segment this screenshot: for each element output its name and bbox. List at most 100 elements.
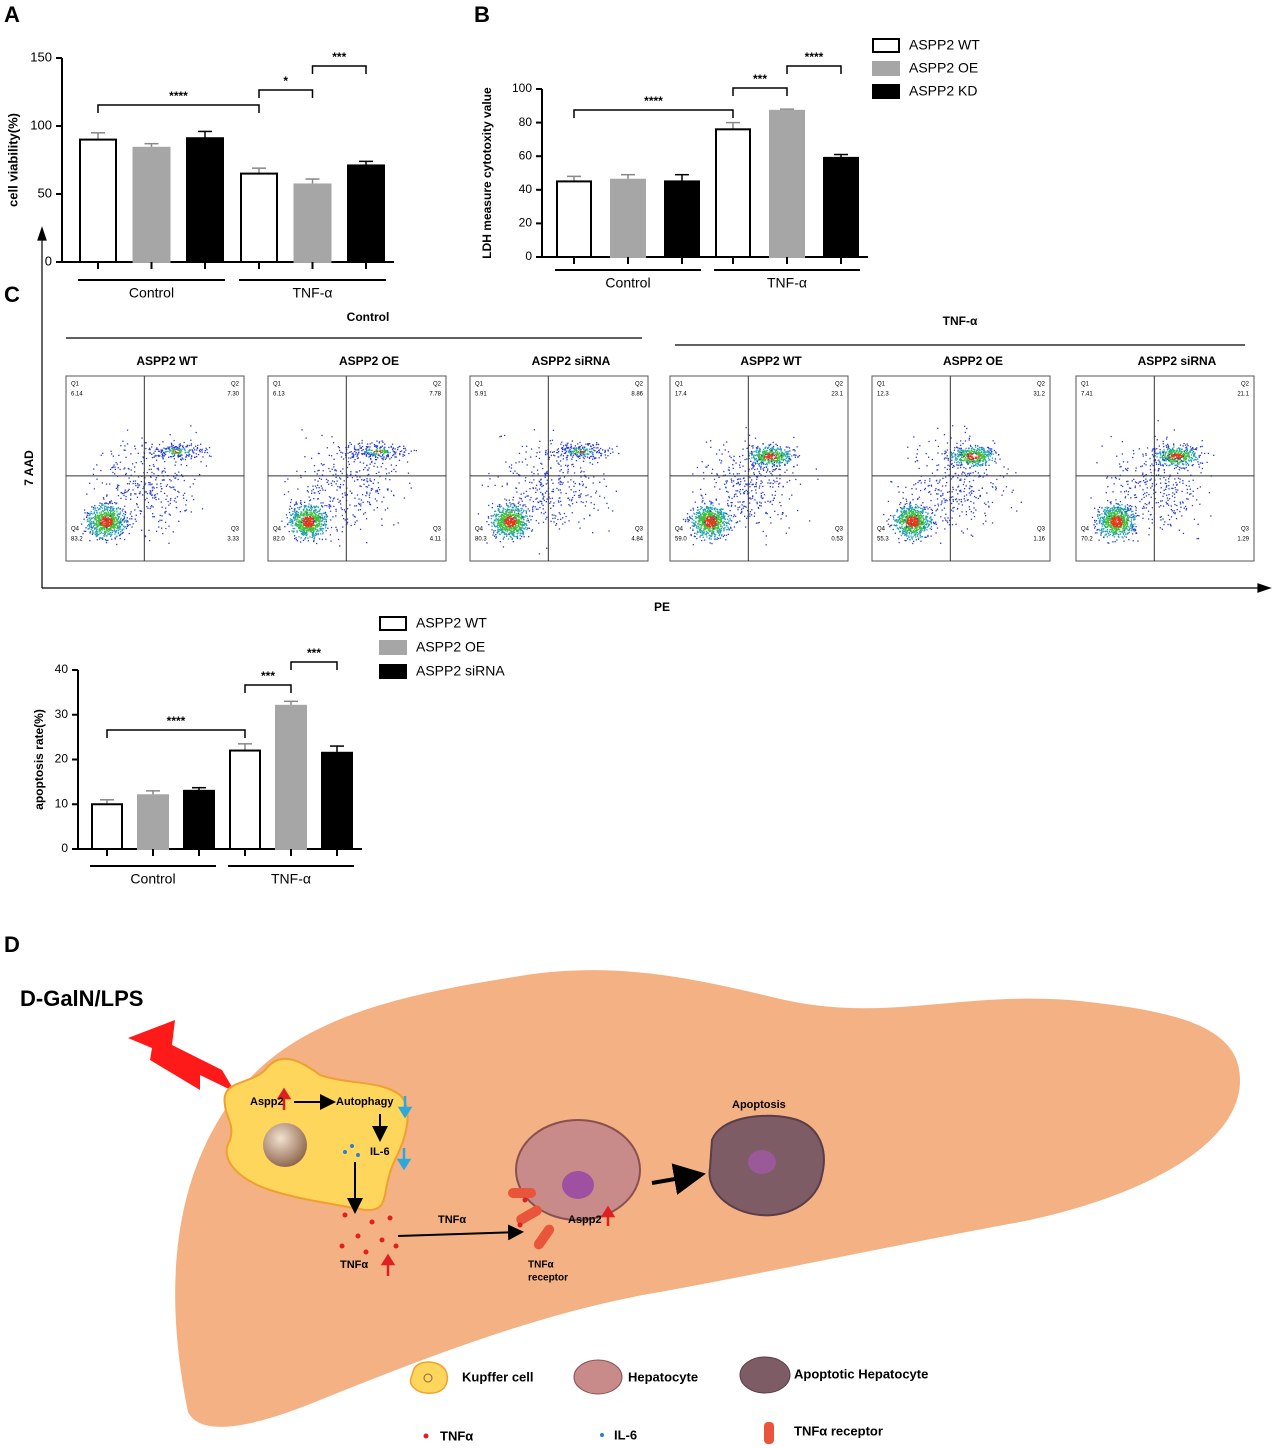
dot: [722, 513, 725, 515]
dot: [504, 516, 506, 519]
dot: [498, 530, 500, 533]
dot: [562, 517, 564, 519]
dot: [326, 505, 328, 507]
dot: [519, 521, 521, 523]
dot: [326, 447, 328, 449]
dot: [179, 451, 181, 453]
dot: [296, 518, 298, 520]
dot: [512, 531, 514, 534]
dot: [710, 503, 712, 506]
dot: [333, 505, 335, 508]
dot: [368, 484, 370, 486]
dot: [317, 529, 319, 531]
dot: [698, 517, 701, 519]
dot: [692, 529, 694, 531]
dot: [577, 455, 579, 458]
dot: [354, 497, 356, 499]
dot: [302, 522, 304, 524]
dot: [140, 461, 142, 463]
dot: [147, 507, 149, 509]
dot: [296, 513, 298, 515]
dot: [143, 486, 145, 488]
dot: [111, 538, 113, 540]
x-tick-label: TNF-α: [767, 275, 807, 291]
dot: [513, 534, 515, 536]
dot: [513, 516, 515, 519]
dot: [502, 529, 504, 531]
dot: [341, 472, 343, 475]
y-tick-label: 100: [30, 117, 52, 132]
dot: [114, 501, 116, 504]
dot: [730, 526, 732, 528]
dot: [96, 539, 98, 541]
dot: [350, 524, 352, 527]
dot: [208, 455, 211, 457]
dot: [176, 446, 178, 448]
dot: [572, 451, 574, 453]
aspp2-label: Aspp2: [250, 1096, 284, 1108]
dot: [306, 517, 308, 519]
dot: [101, 515, 104, 517]
dot: [294, 538, 296, 540]
dot: [517, 512, 519, 515]
receptor-label: TNFα: [528, 1260, 554, 1271]
dot: [798, 455, 801, 457]
dot: [107, 506, 109, 508]
dot: [326, 515, 328, 517]
dot: [108, 515, 110, 517]
dot: [113, 464, 115, 466]
dot: [344, 510, 347, 513]
dot: [405, 449, 407, 451]
dot: [325, 524, 328, 526]
dot: [712, 524, 714, 526]
dot: [705, 534, 708, 536]
dot: [701, 531, 703, 533]
dot: [290, 499, 293, 501]
dot: [690, 533, 692, 536]
dot: [771, 452, 773, 454]
dot: [403, 445, 405, 447]
dot: [506, 526, 508, 528]
dot: [121, 520, 123, 522]
dot: [705, 518, 708, 520]
plot-title: ASPP2 WT: [136, 354, 198, 368]
dot: [521, 535, 523, 538]
dot: [762, 456, 764, 458]
dot: [514, 522, 516, 524]
dot: [700, 505, 702, 508]
dot: [501, 526, 503, 528]
dot: [764, 456, 766, 458]
dot: [567, 481, 569, 483]
dot: [539, 440, 541, 442]
dot: [109, 532, 112, 534]
dot: [144, 483, 147, 485]
dot: [154, 450, 156, 452]
dot: [108, 517, 110, 520]
dot: [403, 454, 406, 456]
dot: [123, 525, 125, 527]
dot: [357, 453, 359, 455]
dot: [110, 514, 112, 516]
dot: [514, 520, 516, 523]
dot: [540, 500, 542, 503]
dot: [290, 514, 293, 516]
dot: [151, 487, 153, 489]
dot: [587, 450, 589, 452]
dot: [307, 524, 309, 526]
dot: [705, 527, 707, 530]
dot: [363, 513, 365, 515]
dot: [576, 455, 578, 457]
dot: [335, 473, 337, 475]
dot: [689, 517, 691, 519]
dot: [512, 533, 514, 535]
dot: [702, 534, 704, 536]
dot: [708, 521, 710, 523]
dot: [526, 519, 528, 522]
dot: [579, 449, 581, 451]
dot: [115, 507, 118, 510]
dot: [193, 498, 195, 501]
dot: [112, 511, 115, 514]
dot: [717, 526, 719, 528]
dot: [702, 512, 704, 514]
dot: [712, 526, 715, 528]
